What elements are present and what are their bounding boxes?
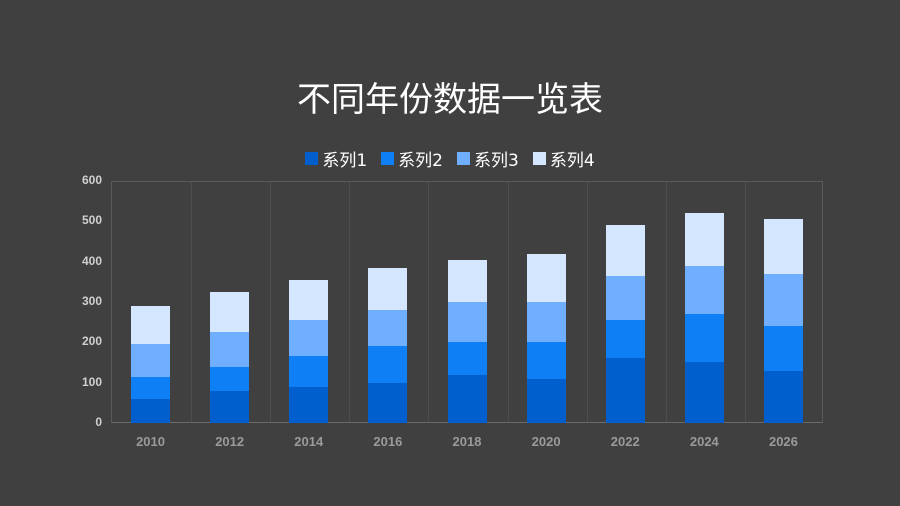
x-tick-label: 2012 — [215, 434, 245, 449]
bar-segment — [447, 259, 487, 302]
x-tick-label: 2014 — [294, 434, 324, 449]
bar-segment — [763, 219, 803, 274]
legend-swatch-icon — [457, 152, 470, 165]
stacked-bar-2018 — [447, 259, 487, 423]
legend-swatch-icon — [305, 152, 319, 165]
category-gridline — [665, 182, 667, 422]
bar-segment — [605, 358, 645, 423]
bar-segment — [763, 370, 803, 423]
y-tick-label: 200 — [81, 334, 102, 349]
bar-segment — [368, 382, 408, 423]
category-gridline — [349, 182, 351, 422]
legend-swatch-icon — [381, 152, 395, 165]
y-tick-label: 100 — [81, 374, 102, 389]
bar-segment — [526, 253, 566, 302]
bar-segment — [289, 320, 329, 357]
x-tick-label: 2018 — [452, 434, 482, 449]
legend-label: 系列3 — [474, 151, 519, 171]
legend-swatch-icon — [532, 152, 546, 165]
bar-segment — [684, 213, 724, 266]
category-gridline — [586, 182, 588, 422]
bar-segment — [210, 332, 250, 367]
bar-segment — [289, 279, 329, 321]
stacked-bar-2026 — [763, 219, 803, 423]
category-gridline — [270, 182, 272, 422]
stacked-bar-2010 — [131, 306, 171, 423]
x-tick-label: 2016 — [373, 434, 403, 449]
bar-segment — [605, 320, 645, 359]
chart-title: 不同年份数据一览表 — [297, 80, 603, 120]
bar-segment — [368, 310, 408, 347]
x-tick-label: 2022 — [610, 434, 640, 449]
x-tick-label: 2020 — [531, 434, 561, 449]
bar-segment — [684, 265, 724, 315]
bar-segment — [605, 225, 645, 276]
bar-segment — [447, 342, 487, 375]
legend-label: 系列1 — [322, 151, 368, 171]
y-tick-label: 300 — [81, 294, 102, 308]
bar-segment — [131, 306, 171, 345]
stacked-bar-2024 — [684, 213, 724, 423]
legend-item-series4: 系列4 — [532, 146, 595, 171]
bar-segment — [210, 366, 250, 391]
stacked-bar-2022 — [605, 225, 645, 423]
y-tick-label: 600 — [81, 173, 102, 187]
legend-label: 系列2 — [398, 151, 443, 171]
bar-segment — [684, 362, 724, 423]
chart-legend: 系列1 系列2 系列3 系列4 — [0, 146, 900, 171]
category-gridline — [428, 182, 430, 422]
stacked-bar-2020 — [526, 253, 566, 423]
bar-segment — [289, 386, 329, 423]
legend-item-series1: 系列1 — [305, 146, 367, 171]
bar-segment — [447, 374, 487, 423]
bar-segment — [210, 291, 250, 333]
x-tick-label: 2026 — [768, 434, 798, 449]
y-tick-label: 400 — [81, 253, 102, 268]
category-gridline — [507, 182, 509, 422]
x-tick-label: 2010 — [136, 434, 165, 449]
stacked-bar-2012 — [210, 291, 250, 423]
legend-item-series2: 系列2 — [381, 146, 443, 171]
x-tick-label: 2024 — [689, 434, 719, 449]
category-gridline — [744, 182, 746, 422]
bar-segment — [131, 376, 171, 399]
bar-segment — [526, 302, 566, 343]
bar-segment — [605, 275, 645, 321]
bar-segment — [447, 302, 487, 343]
y-tick-label: 0 — [95, 415, 102, 429]
category-gridline — [191, 182, 193, 422]
bar-segment — [289, 356, 329, 387]
bar-segment — [684, 314, 724, 363]
stacked-bar-2014 — [289, 279, 329, 423]
bar-segment — [368, 346, 408, 383]
bar-segment — [763, 273, 803, 327]
legend-label: 系列4 — [549, 151, 595, 171]
bar-segment — [526, 342, 566, 379]
bar-segment — [131, 398, 171, 423]
y-tick-label: 500 — [81, 213, 102, 228]
bar-segment — [763, 326, 803, 371]
bar-segment — [210, 390, 250, 423]
stacked-bar-2016 — [368, 267, 408, 423]
legend-item-series3: 系列3 — [457, 146, 519, 171]
bar-segment — [131, 344, 171, 377]
bar-segment — [526, 378, 566, 423]
bar-segment — [368, 267, 408, 311]
